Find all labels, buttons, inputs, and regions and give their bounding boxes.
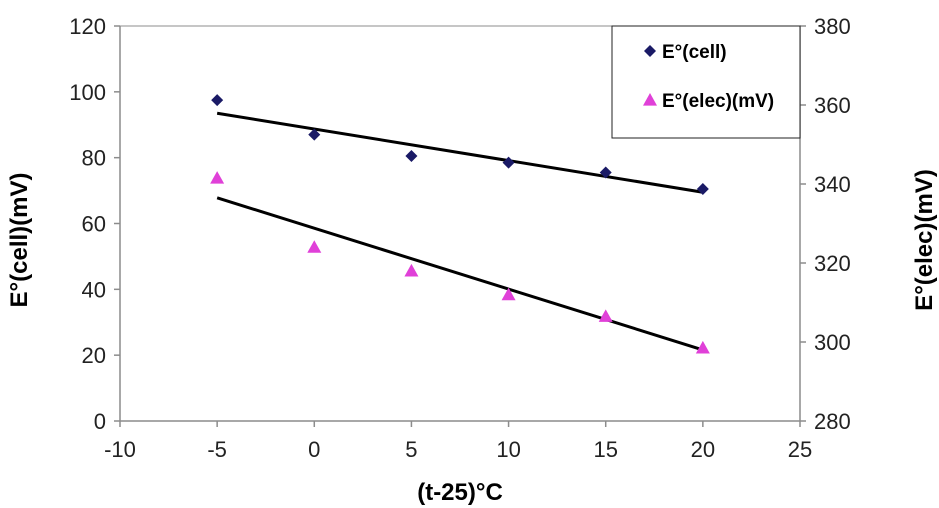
left-y-tick-label: 120 — [69, 14, 106, 39]
left-y-axis-title: E°(cell)(mV) — [6, 173, 33, 308]
right-y-tick-label: 320 — [814, 251, 851, 276]
data-point-series-2 — [404, 263, 419, 277]
data-point-series-1 — [696, 182, 709, 195]
left-y-tick-label: 20 — [82, 343, 106, 368]
data-point-series-2 — [695, 340, 710, 354]
right-y-tick-label: 340 — [814, 172, 851, 197]
data-point-series-2 — [210, 171, 225, 184]
data-point-series-1 — [211, 94, 224, 107]
left-y-tick-label: 40 — [82, 277, 106, 302]
right-y-axis-title: E°(elec)(mV) — [911, 169, 938, 311]
x-tick-label: 0 — [308, 437, 320, 462]
right-y-axis-ticks: 280 300 320 340 360 380 — [800, 14, 851, 434]
right-y-tick-label: 360 — [814, 93, 851, 118]
left-y-tick-label: 80 — [82, 146, 106, 171]
x-tick-label: 25 — [788, 437, 812, 462]
data-point-series-2 — [598, 309, 613, 322]
left-y-tick-label: 100 — [69, 80, 106, 105]
legend-marker-series-2 — [643, 93, 657, 106]
left-y-tick-label: 60 — [82, 212, 106, 237]
trendline-series-1 — [216, 111, 704, 194]
legend-label-series-1: E°(cell) — [662, 42, 727, 63]
x-axis-title: (t-25)°C — [417, 479, 503, 506]
x-axis-ticks: -10 -5 0 5 10 15 20 25 — [104, 421, 812, 462]
x-tick-label: 5 — [405, 437, 417, 462]
legend: E°(cell) E°(elec)(mV) — [611, 25, 801, 139]
data-point-series-1 — [599, 166, 612, 179]
x-tick-label: -10 — [104, 437, 136, 462]
data-point-series-1 — [308, 128, 321, 141]
data-point-series-2 — [307, 240, 322, 253]
x-tick-label: 20 — [691, 437, 715, 462]
legend-box — [611, 25, 801, 139]
x-tick-label: -5 — [207, 437, 227, 462]
data-point-series-1 — [502, 156, 515, 169]
data-point-series-1 — [405, 150, 418, 163]
right-y-tick-label: 380 — [814, 14, 851, 39]
trendlines — [216, 111, 704, 352]
left-y-axis-ticks: 0 20 40 60 80 100 120 — [69, 14, 120, 434]
x-tick-label: 15 — [593, 437, 617, 462]
trendline-series-2 — [216, 196, 704, 352]
data-markers — [210, 94, 710, 354]
left-y-tick-label: 0 — [94, 409, 106, 434]
legend-label-series-2: E°(elec)(mV) — [662, 91, 774, 112]
x-tick-label: 10 — [496, 437, 520, 462]
legend-marker-series-1 — [644, 45, 656, 57]
right-y-tick-label: 300 — [814, 330, 851, 355]
right-y-tick-label: 280 — [814, 409, 851, 434]
data-point-series-2 — [501, 287, 516, 301]
